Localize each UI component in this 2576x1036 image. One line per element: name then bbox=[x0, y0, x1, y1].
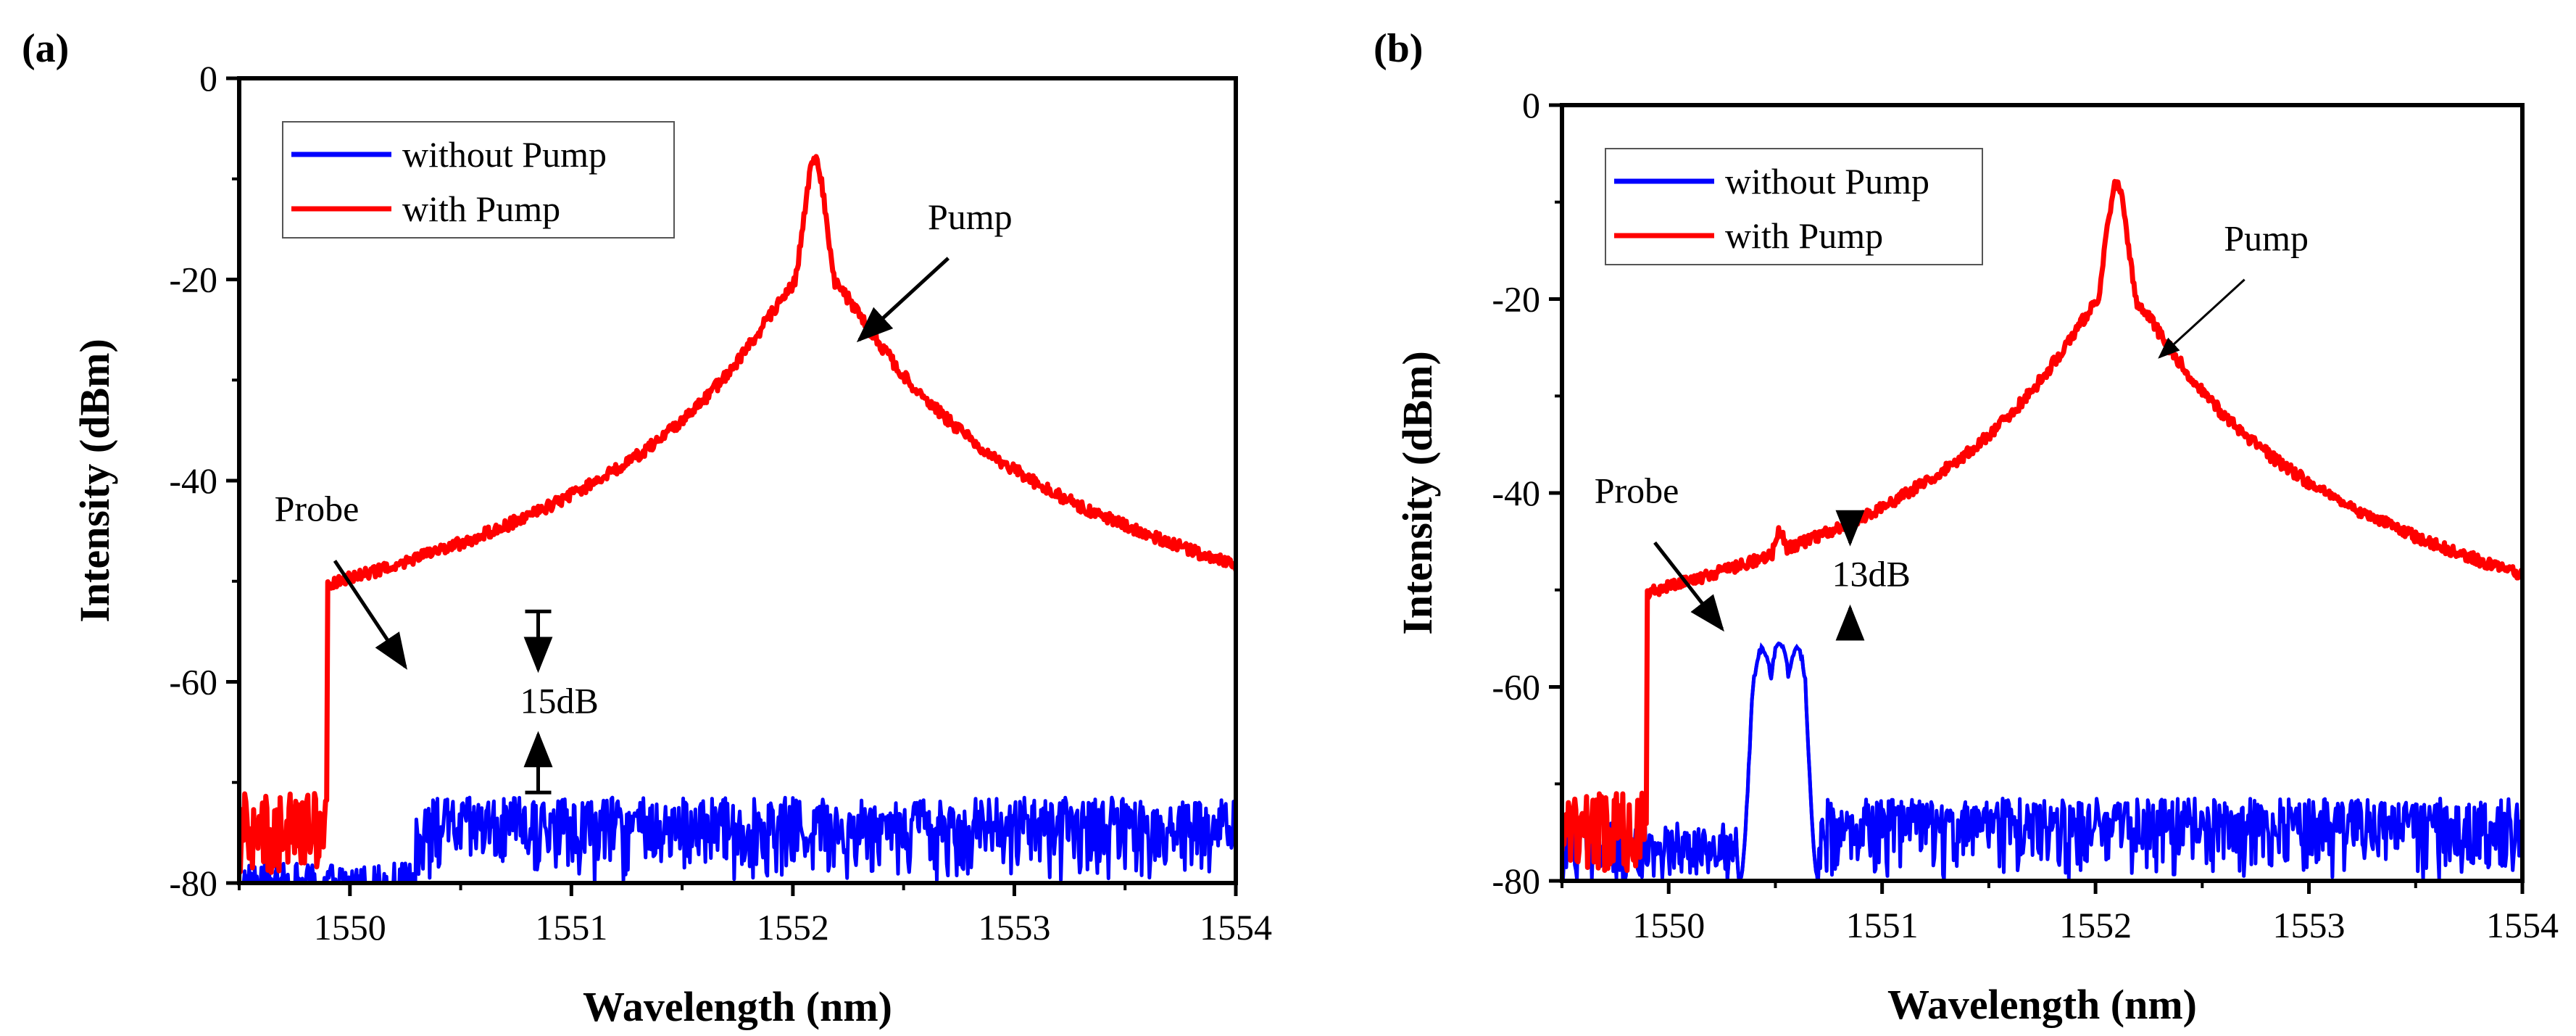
y-tick-label: -40 bbox=[1492, 473, 1540, 513]
legend: without Pump with Pump bbox=[282, 121, 675, 239]
y-tick-label: 0 bbox=[199, 58, 217, 99]
legend-entry: with Pump bbox=[402, 188, 560, 229]
x-tick-label: 1553 bbox=[978, 907, 1050, 948]
legend-entry: without Pump bbox=[402, 134, 607, 175]
x-tick-label: 1552 bbox=[757, 907, 829, 948]
y-tick-label: 0 bbox=[1522, 85, 1540, 125]
x-axis-title: Wavelength (nm) bbox=[583, 983, 892, 1030]
legend-box bbox=[1605, 148, 1983, 265]
y-tick-label: -80 bbox=[169, 863, 217, 903]
panel-label: (a) bbox=[22, 26, 69, 71]
y-tick-label: -20 bbox=[169, 260, 217, 300]
x-tick-label: 1550 bbox=[1632, 905, 1705, 945]
series-line-without-pump bbox=[241, 795, 1236, 883]
x-axis-title: Wavelength (nm) bbox=[1887, 981, 2197, 1028]
pump-label: Pump bbox=[2224, 218, 2309, 259]
series-line-with-pump bbox=[1562, 178, 2522, 874]
x-tick-label: 1551 bbox=[535, 907, 607, 948]
series-line-without-pump bbox=[1562, 642, 2522, 881]
x-tick-label: 1554 bbox=[2486, 905, 2559, 945]
probe-arrow bbox=[1653, 541, 1724, 632]
legend-box bbox=[282, 121, 675, 239]
plot-area bbox=[1562, 178, 2522, 881]
pump-arrow bbox=[2158, 278, 2245, 359]
legend-entry: with Pump bbox=[1725, 215, 1883, 256]
probe-arrow bbox=[333, 560, 407, 670]
chart-panel-a: (a) 1550 1551 1552 1553 1554 0 -20 -40 -60 -80 Wave… bbox=[22, 26, 1272, 1030]
chart-panel-b: (b) 1550 1551 1552 1553 1554 0 -20 -40 -60 -80 Wave… bbox=[1374, 26, 2559, 1028]
y-tick-label: -60 bbox=[1492, 667, 1540, 708]
gain-label: 15dB bbox=[520, 680, 599, 721]
x-tick-label: 1551 bbox=[1846, 905, 1919, 945]
x-tick-label: 1553 bbox=[2273, 905, 2346, 945]
legend-entry: without Pump bbox=[1725, 161, 1929, 202]
pump-arrow bbox=[856, 257, 950, 343]
panel-label: (b) bbox=[1374, 26, 1423, 71]
pump-label: Pump bbox=[928, 196, 1013, 237]
series-line-with-pump bbox=[239, 154, 1236, 875]
probe-label: Probe bbox=[1595, 470, 1679, 510]
y-tick-label: -40 bbox=[169, 460, 217, 501]
legend: without Pump with Pump bbox=[1605, 148, 1983, 265]
probe-label: Probe bbox=[275, 489, 360, 529]
gain-label: 13dB bbox=[1832, 554, 1911, 594]
y-tick-label: -80 bbox=[1492, 861, 1540, 901]
y-tick-label: -20 bbox=[1492, 279, 1540, 320]
x-tick-label: 1552 bbox=[2059, 905, 2132, 945]
x-tick-label: 1554 bbox=[1200, 907, 1272, 948]
y-tick-label: -60 bbox=[169, 662, 217, 703]
plot-area bbox=[239, 154, 1236, 883]
y-axis-title: Intensity (dBm) bbox=[71, 339, 118, 623]
y-axis-title: Intensity (dBm) bbox=[1394, 351, 1441, 635]
x-tick-label: 1550 bbox=[314, 907, 386, 948]
